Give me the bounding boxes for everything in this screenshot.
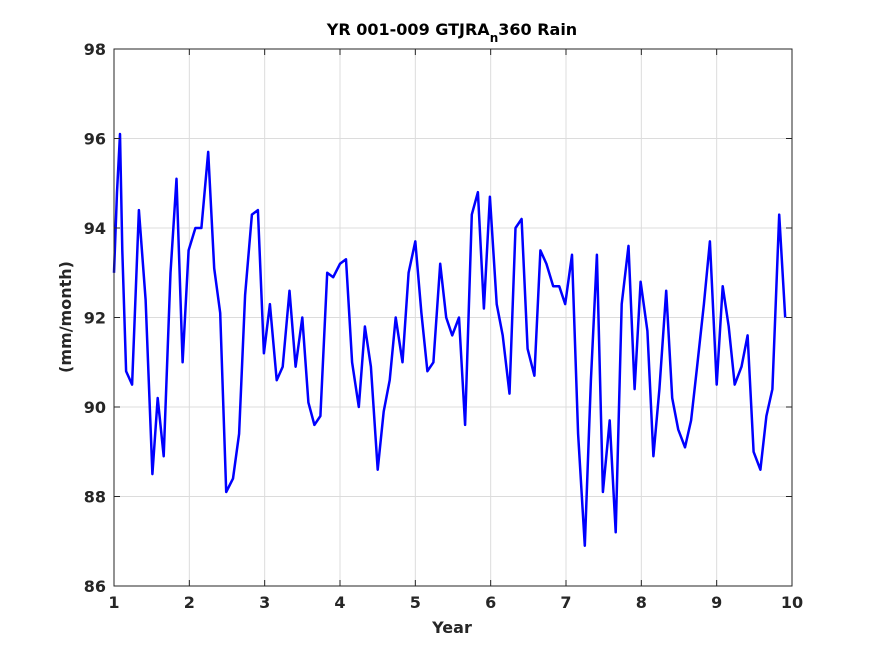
x-tick-label: 10 [781, 593, 803, 612]
x-tick-label: 6 [485, 593, 496, 612]
y-tick-label: 98 [84, 40, 106, 59]
x-axis-label: Year [431, 618, 472, 637]
chart-title-tail: 360 Rain [498, 20, 577, 39]
y-tick-labels: 86 88 90 92 94 96 98 [84, 40, 106, 596]
x-tick-label: 9 [711, 593, 722, 612]
x-tick-label: 5 [410, 593, 421, 612]
x-tick-label: 7 [560, 593, 571, 612]
chart-title-main: YR 001-009 GTJRA [326, 20, 491, 39]
y-tick-label: 88 [84, 488, 106, 507]
x-tick-label: 1 [108, 593, 119, 612]
plot-area [112, 48, 793, 587]
rain-series-line [112, 132, 787, 547]
x-tick-label: 3 [259, 593, 270, 612]
y-tick-label: 96 [84, 130, 106, 149]
x-tick-label: 2 [184, 593, 195, 612]
chart-title-subscript: n [490, 31, 499, 45]
axis-ticks [113, 48, 793, 587]
x-tick-labels: 1 2 3 4 5 6 7 8 9 10 [108, 593, 803, 612]
y-tick-label: 92 [84, 309, 106, 328]
y-axis-label: (mm/month) [56, 261, 75, 373]
x-tick-label: 4 [334, 593, 345, 612]
chart-title: YR 001-009 GTJRAn360 Rain [326, 20, 577, 45]
y-tick-label: 86 [84, 577, 106, 596]
y-tick-label: 94 [84, 219, 106, 238]
x-tick-label: 8 [636, 593, 647, 612]
y-tick-label: 90 [84, 398, 106, 417]
